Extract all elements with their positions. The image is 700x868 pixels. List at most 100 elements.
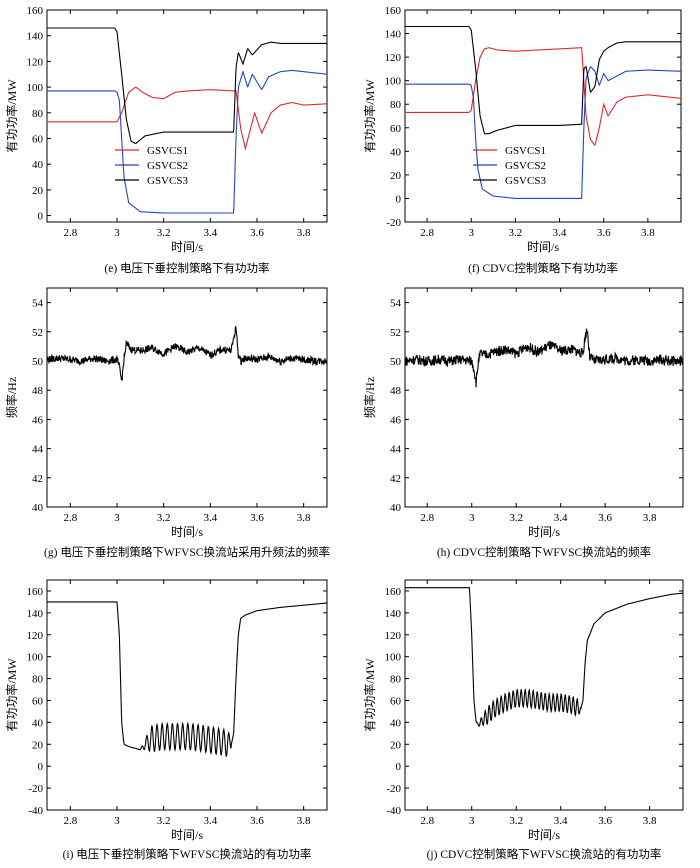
panel-i-chart: 2.8 3 3.2 3.4 3.6 3.8 -40 -20 0 20 40 60 80 100 120 140… — [4, 579, 328, 861]
y-tick-label: -20 — [28, 783, 43, 795]
x-tick-label: 3.6 — [250, 512, 264, 524]
x-tick-label: 3.2 — [157, 815, 171, 827]
y-tick-label: 140 — [385, 29, 402, 41]
x-tick-label: 3.8 — [641, 227, 655, 239]
y-tick-label: 44 — [390, 444, 402, 456]
y-tick-label: 46 — [390, 414, 402, 426]
plot-frame — [404, 579, 684, 811]
y-tick-label: 48 — [32, 385, 44, 397]
x-tick-label: 3.2 — [157, 227, 171, 239]
y-tick-label: 52 — [32, 327, 43, 339]
x-axis-label: 时间/s — [527, 240, 559, 254]
y-tick-label: 54 — [390, 298, 402, 310]
y-tick-label: 20 — [390, 170, 402, 182]
y-tick-label: 120 — [385, 52, 402, 64]
series-line-signal — [47, 601, 327, 758]
x-axis-label: 时间/s — [528, 525, 560, 539]
y-tick-label: 20 — [32, 739, 44, 751]
plot-frame — [404, 9, 682, 223]
x-tick-label: 3.4 — [203, 512, 217, 524]
panel-e-chart: 2.8 3 3.2 3.4 3.6 3.8 0 20 40 60 80 100 120 140 160 时间/… — [4, 5, 328, 275]
series-line-signal — [47, 325, 327, 381]
panel-g-chart: 2.8 3 3.2 3.4 3.6 3.8 40 42 44 46 48 50 52 54 时间/s 频率/H… — [4, 287, 330, 559]
plot-frame — [46, 287, 328, 508]
legend-entry: GSVCS3 — [147, 175, 188, 187]
y-tick-label: 0 — [38, 211, 44, 223]
series-line-gsvcs2 — [405, 66, 681, 199]
x-axis-label: 时间/s — [528, 828, 560, 842]
y-tick-label: 40 — [32, 159, 44, 171]
panel-f-chart: 2.8 3 3.2 3.4 3.6 3.8 -20 0 20 40 60 80 100 120 140 160… — [362, 5, 682, 275]
y-tick-label: 160 — [27, 586, 44, 598]
x-tick-label: 2.8 — [63, 512, 77, 524]
y-axis-label: 有功功率/MW — [362, 79, 377, 153]
y-tick-label: 48 — [390, 385, 402, 397]
y-tick-label: 42 — [390, 473, 401, 485]
plot-frame — [404, 287, 684, 508]
y-tick-label: -40 — [386, 805, 401, 817]
legend-entry: GSVCS2 — [505, 160, 546, 172]
x-tick-label: 2.8 — [63, 815, 77, 827]
y-tick-label: 100 — [385, 76, 402, 88]
y-axis-label: 频率/Hz — [4, 377, 19, 418]
y-tick-label: 54 — [32, 298, 44, 310]
figure-caption: (e) 电压下垂控制策略下有功功率 — [104, 261, 269, 275]
y-tick-label: 50 — [390, 356, 402, 368]
panel-h-chart: 2.8 3 3.2 3.4 3.6 3.8 40 42 44 46 48 50 52 54 时间/s 频率/H… — [362, 287, 684, 559]
y-tick-label: 120 — [27, 630, 44, 642]
y-tick-label: 40 — [32, 502, 44, 514]
figure-caption: (g) 电压下垂控制策略下WFVSC换流站采用升频法的频率 — [44, 545, 330, 559]
series-line-signal — [405, 587, 683, 727]
x-tick-label: 3.2 — [509, 227, 523, 239]
x-tick-label: 3.6 — [598, 512, 612, 524]
x-tick-label: 3.8 — [643, 512, 657, 524]
y-tick-label: 44 — [32, 444, 44, 456]
legend-entry: GSVCS1 — [147, 145, 188, 157]
x-tick-label: 3.2 — [509, 512, 523, 524]
y-tick-label: 40 — [390, 717, 402, 729]
x-tick-label: 2.8 — [63, 227, 77, 239]
y-axis-label: 频率/Hz — [362, 377, 377, 418]
y-tick-label: 140 — [27, 608, 44, 620]
y-tick-label: 40 — [32, 717, 44, 729]
y-tick-label: 160 — [385, 5, 402, 17]
y-tick-label: 20 — [390, 739, 402, 751]
y-tick-label: 120 — [27, 56, 44, 68]
y-tick-label: 20 — [32, 185, 44, 197]
y-tick-label: 80 — [390, 674, 402, 686]
y-tick-label: 46 — [32, 414, 44, 426]
x-tick-label: 3 — [469, 512, 475, 524]
y-tick-label: 160 — [385, 586, 402, 598]
legend-entry: GSVCS3 — [505, 175, 546, 187]
x-tick-label: 3.4 — [203, 227, 217, 239]
x-tick-label: 3.8 — [643, 815, 657, 827]
y-tick-label: 60 — [32, 695, 44, 707]
y-tick-label: 60 — [390, 695, 402, 707]
x-tick-label: 3 — [469, 815, 475, 827]
y-tick-label: 80 — [390, 99, 402, 111]
x-tick-label: 3.6 — [597, 227, 611, 239]
x-tick-label: 2.8 — [420, 815, 434, 827]
series-line-gsvcs2 — [47, 69, 327, 214]
figure-caption: (h) CDVC控制策略下WFVSC换流站的频率 — [437, 545, 651, 559]
x-axis-label: 时间/s — [171, 240, 203, 254]
y-tick-label: 50 — [32, 356, 44, 368]
panel-j-chart: 2.8 3 3.2 3.4 3.6 3.8 -40 -20 0 20 40 60 80 100 120 140… — [362, 579, 684, 861]
y-tick-label: 40 — [390, 146, 402, 158]
y-tick-label: -40 — [28, 805, 43, 817]
y-axis-label: 有功功率/MW — [362, 658, 377, 732]
series-line-gsvcs1 — [405, 47, 681, 146]
x-tick-label: 3 — [468, 227, 474, 239]
x-tick-label: 2.8 — [420, 227, 434, 239]
series-line-signal — [405, 328, 683, 388]
x-tick-label: 3 — [114, 512, 120, 524]
y-tick-label: 80 — [32, 108, 44, 120]
figure-caption: (f) CDVC控制策略下有功功率 — [468, 261, 618, 275]
y-tick-label: 0 — [38, 761, 44, 773]
y-axis-label: 有功功率/MW — [4, 658, 19, 732]
y-tick-label: -20 — [386, 217, 401, 229]
y-tick-label: 100 — [385, 652, 402, 664]
plot-frame — [46, 579, 328, 811]
y-tick-label: -20 — [386, 783, 401, 795]
